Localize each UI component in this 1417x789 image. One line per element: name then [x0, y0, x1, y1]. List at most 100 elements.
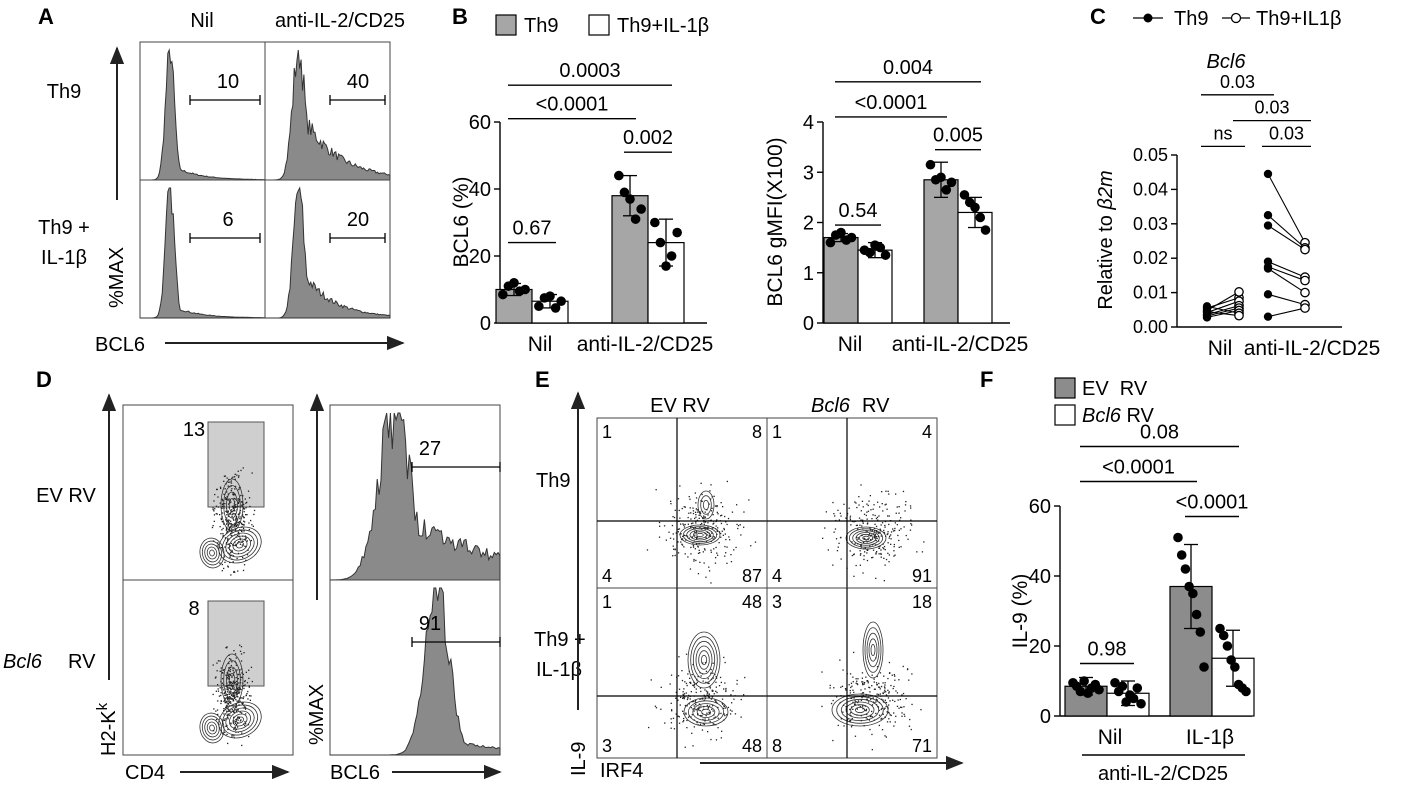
- data-point: [1230, 662, 1240, 672]
- panel-e-event: [885, 694, 888, 696]
- panel-d-event: [219, 670, 221, 672]
- panel-d-event: [220, 692, 222, 694]
- panel-e-event: [727, 706, 730, 709]
- panel-a-hist-2-histogram: [265, 49, 391, 181]
- panel-e-event: [682, 691, 684, 693]
- panel-e-event: [875, 544, 877, 546]
- panel-e-event: [865, 514, 867, 517]
- panel-e-event: [723, 529, 725, 531]
- panel-d-event: [241, 544, 244, 546]
- p-value-label: 0.004: [883, 57, 933, 79]
- panel-d-event: [238, 533, 240, 535]
- panel-a-col-header-anti: anti-IL-2/CD25: [275, 10, 405, 32]
- x-tick-label: anti-IL-2/CD25: [1244, 337, 1381, 360]
- panel-e-event: [908, 725, 911, 727]
- panel-d-event: [218, 695, 221, 697]
- panel-e-event: [728, 536, 730, 538]
- panel-e-event: [681, 679, 684, 682]
- panel-d-event: [213, 520, 215, 522]
- panel-e-event: [859, 550, 861, 552]
- panel-e-event: [875, 517, 878, 520]
- panel-d-event: [227, 716, 229, 719]
- panel-d-event: [230, 658, 232, 660]
- panel-e-quadrant-lr: 71: [912, 736, 932, 756]
- panel-d-event: [240, 522, 243, 524]
- panel-e-event: [845, 689, 847, 691]
- panel-e-event: [712, 662, 714, 664]
- panel-e-event: [687, 556, 689, 558]
- panel-d-event: [226, 528, 228, 530]
- panel-e-event: [860, 699, 862, 701]
- panel-e-event: [723, 713, 725, 715]
- panel-e-event: [706, 528, 708, 530]
- panel-e-event: [880, 553, 882, 555]
- panel-d-event: [225, 674, 227, 676]
- panel-e-event: [695, 514, 697, 516]
- panel-d-event: [216, 488, 218, 491]
- panel-e-event: [699, 526, 701, 528]
- panel-e-event: [894, 721, 896, 723]
- panel-e-event: [882, 510, 884, 512]
- panel-e-event: [861, 525, 863, 527]
- legend-b-swatch-th9-il1b: [588, 14, 610, 36]
- panel-e-event: [842, 711, 844, 713]
- panel-e-event: [704, 689, 706, 691]
- panel-d-event: [227, 537, 229, 540]
- panel-e-event: [693, 527, 695, 529]
- panel-d-event: [221, 733, 224, 735]
- panel-e-event: [860, 553, 862, 555]
- panel-e-event: [872, 697, 874, 699]
- panel-e-event: [703, 521, 705, 523]
- panel-d-event: [233, 497, 235, 500]
- panel-e-event: [871, 716, 873, 718]
- panel-d-contour: [236, 541, 244, 549]
- panel-d-event: [220, 547, 223, 549]
- panel-e-event: [898, 506, 900, 508]
- panel-e-event: [849, 515, 852, 517]
- panel-e-event: [858, 504, 860, 506]
- panel-e-quadrant-ll: 4: [602, 566, 612, 586]
- panel-e-contour: [862, 535, 870, 541]
- panel-d-event: [233, 696, 236, 699]
- panel-e-event: [705, 715, 707, 717]
- panel-d-event: [216, 709, 219, 711]
- panel-d-dot-x-label: CD4: [125, 762, 165, 784]
- panel-d-event: [231, 535, 233, 537]
- panel-e-event: [822, 537, 824, 539]
- panel-d-event: [223, 480, 225, 482]
- data-point: [661, 261, 671, 271]
- panel-e-event: [832, 739, 834, 742]
- panel-e-event: [896, 506, 898, 508]
- panel-e-event: [871, 529, 873, 532]
- panel-e-event: [888, 554, 890, 556]
- panel-e-contour: [836, 696, 884, 724]
- panel-e-event: [857, 701, 859, 704]
- panel-d-event: [242, 556, 244, 559]
- panel-d-event: [229, 681, 231, 683]
- panel-d-event: [242, 702, 244, 704]
- panel-e-event: [888, 691, 890, 693]
- panel-e-event: [894, 527, 896, 530]
- panel-e-event: [684, 746, 686, 748]
- panel-e-event: [856, 683, 859, 686]
- panel-e-event: [712, 523, 714, 525]
- panel-e-event: [887, 552, 889, 554]
- panel-e-event: [679, 704, 681, 706]
- panel-e-event: [898, 512, 900, 514]
- panel-e-event: [894, 700, 896, 703]
- panel-e-event: [890, 543, 892, 545]
- panel-d-event: [223, 556, 226, 558]
- panel-e-event: [885, 736, 887, 738]
- panel-d-event: [237, 673, 239, 675]
- panel-d-event: [232, 711, 235, 713]
- panel-d-event: [224, 537, 227, 539]
- panel-d-event: [222, 527, 224, 530]
- panel-e-event: [881, 491, 883, 493]
- panel-e-event: [869, 527, 871, 529]
- panel-e-event: [901, 712, 903, 714]
- panel-e-event: [704, 521, 707, 523]
- panel-d-event: [231, 509, 233, 511]
- panel-d-event: [242, 527, 245, 529]
- panel-d-event: [239, 711, 241, 713]
